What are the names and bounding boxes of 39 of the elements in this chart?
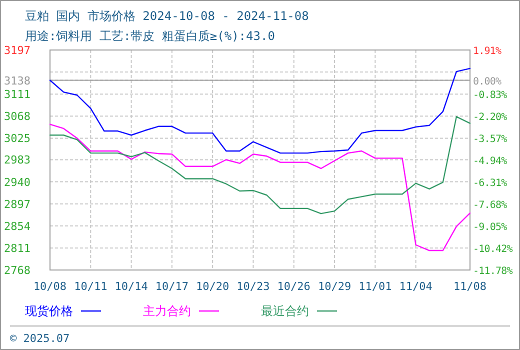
y2-tick-label: 1.91% bbox=[473, 46, 502, 57]
x-tick-label: 10/08 bbox=[33, 280, 67, 293]
y-tick-label: 2854 bbox=[4, 220, 31, 233]
x-tick-label: 10/29 bbox=[318, 280, 352, 293]
y2-tick-label: -10.42% bbox=[473, 244, 513, 256]
x-tick-label: 11/01 bbox=[358, 280, 392, 293]
x-tick-label: 11/04 bbox=[399, 280, 433, 293]
y-tick-label: 3138 bbox=[4, 74, 30, 88]
y2-tick-label: -2.20% bbox=[473, 112, 508, 124]
y2-tick-label: -9.05% bbox=[473, 222, 508, 234]
legend-label: 主力合约 bbox=[143, 304, 191, 318]
legend-label: 最近合约 bbox=[261, 304, 309, 318]
y-tick-label: 3068 bbox=[4, 110, 30, 124]
chart-title: 豆粕 国内 市场价格 2024-10-08 - 2024-11-08 bbox=[25, 9, 309, 23]
x-tick-label: 10/11 bbox=[74, 280, 108, 293]
x-tick-label: 10/23 bbox=[236, 280, 270, 293]
legend-label: 现货价格 bbox=[25, 304, 73, 318]
y-tick-label: 3197 bbox=[4, 44, 30, 57]
y-tick-label: 2768 bbox=[4, 264, 30, 277]
y-tick-label: 2811 bbox=[4, 242, 30, 255]
x-tick-label: 10/17 bbox=[155, 280, 188, 293]
y2-tick-label: -3.57% bbox=[473, 134, 508, 146]
y-tick-label: 3025 bbox=[4, 132, 30, 146]
y2-tick-label: -0.83% bbox=[473, 90, 508, 102]
x-tick-label: 10/14 bbox=[114, 280, 148, 293]
x-tick-label: 10/20 bbox=[196, 280, 230, 293]
text: © 2025.07 bbox=[10, 332, 70, 345]
y-tick-label: 2897 bbox=[4, 198, 30, 211]
y-tick-label: 2940 bbox=[4, 176, 30, 189]
y2-tick-label: -4.94% bbox=[473, 156, 508, 168]
x-tick-label: 10/26 bbox=[277, 280, 310, 293]
y2-tick-label: -7.68% bbox=[473, 200, 508, 212]
chart-subtitle: 用途:饲料用 工艺:带皮 粗蛋白质≥(%):43.0 bbox=[25, 29, 275, 43]
y-tick-label: 3111 bbox=[4, 88, 30, 102]
y2-tick-label: -6.31% bbox=[473, 178, 508, 190]
x-tick-label: 11/08 bbox=[453, 280, 487, 293]
y2-tick-label: -11.78% bbox=[473, 266, 513, 277]
y2-tick-label: 0.00% bbox=[473, 76, 502, 88]
y-tick-label: 2983 bbox=[4, 154, 30, 167]
